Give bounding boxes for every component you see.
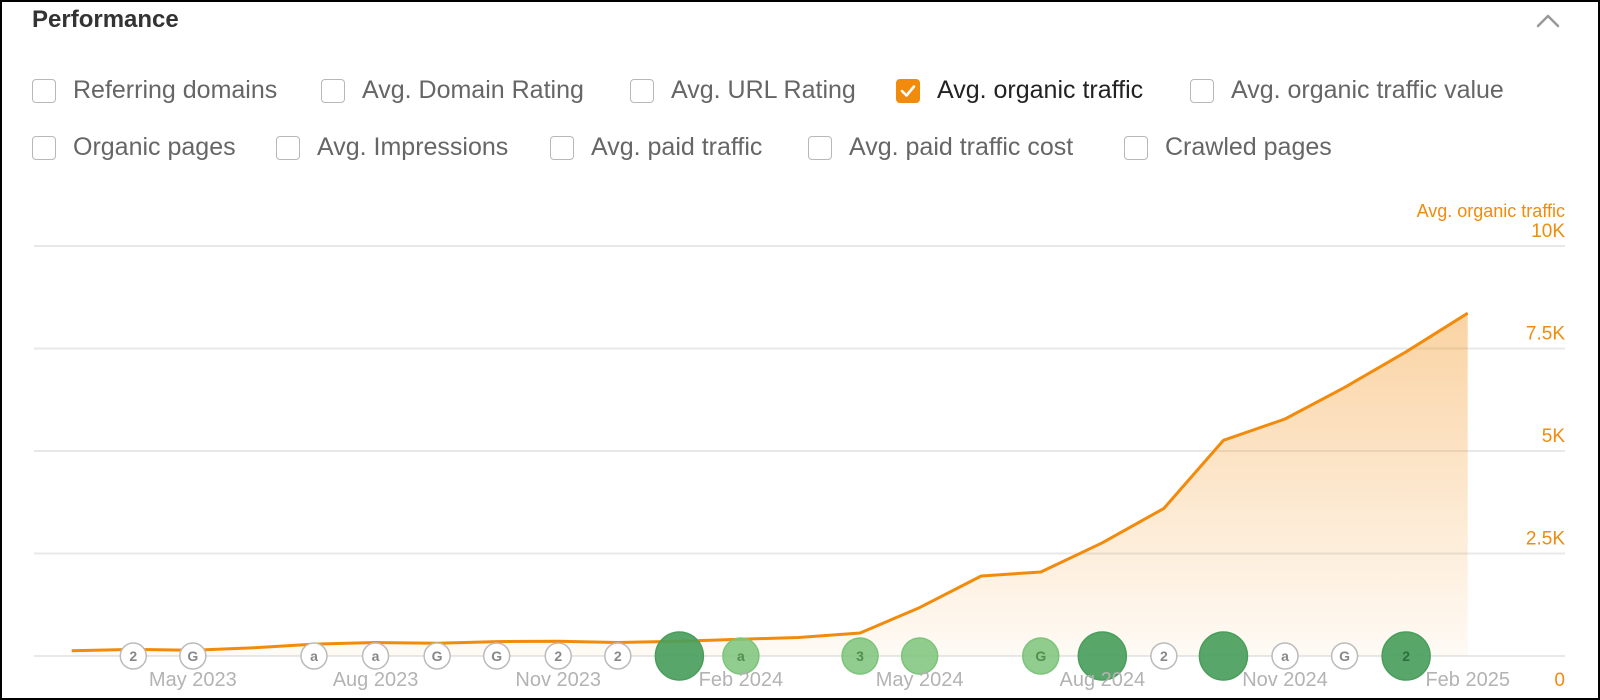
annotation-circle: [654, 631, 705, 681]
annotation-circle: [1271, 642, 1299, 670]
checkmark-icon: [900, 84, 916, 97]
annotation-label: G: [187, 648, 198, 664]
traffic-line: [71, 311, 1469, 653]
annotation-label: 2: [1402, 648, 1410, 664]
y-tick-label: 2.5K: [1526, 529, 1565, 550]
annotation-circle: [1330, 642, 1359, 670]
checkbox[interactable]: [32, 78, 56, 103]
annotation-marker[interactable]: a: [361, 642, 390, 670]
annotation-label: G: [1339, 648, 1350, 664]
annotation-label: a: [737, 648, 745, 664]
annotation-marker[interactable]: G: [482, 642, 511, 670]
checkbox[interactable]: [1124, 135, 1148, 160]
annotation-marker[interactable]: 3: [841, 637, 879, 675]
annotation-label: 2: [1160, 648, 1168, 664]
y-tick-label: 7.5K: [1526, 324, 1565, 345]
x-tick-label: Feb 2025: [1425, 669, 1510, 691]
y-tick-label: 0: [1554, 670, 1565, 691]
x-tick-label: Nov 2024: [1242, 669, 1328, 691]
annotation-label: G: [432, 648, 443, 664]
annotation-circle: [119, 642, 148, 670]
checkbox[interactable]: [630, 78, 654, 103]
metric-avg-url-rating[interactable]: Avg. URL Rating: [630, 76, 856, 105]
annotation-marker[interactable]: G: [1330, 642, 1359, 670]
y-axis-title: Avg. organic traffic: [1417, 201, 1565, 221]
metric-avg-impressions[interactable]: Avg. Impressions: [276, 133, 508, 162]
annotation-marker[interactable]: a: [1271, 642, 1299, 670]
annotation-circle: [544, 642, 572, 670]
annotation-label: G: [1035, 648, 1046, 664]
annotation-circle: [423, 642, 451, 670]
metric-avg-organic-traffic[interactable]: Avg. organic traffic: [896, 76, 1143, 105]
y-tick-label: 5K: [1542, 426, 1566, 447]
checkbox[interactable]: [276, 135, 300, 160]
chevron-up-icon: [1536, 14, 1560, 28]
annotation-marker[interactable]: [900, 637, 939, 675]
x-tick-label: Aug 2024: [1060, 669, 1146, 691]
metric-referring-domains[interactable]: Referring domains: [32, 76, 277, 105]
metric-avg-paid-traffic-cost[interactable]: Avg. paid traffic cost: [808, 133, 1073, 162]
annotation-label: G: [491, 648, 502, 664]
annotation-marker[interactable]: G: [423, 642, 451, 670]
annotation-circle: [482, 642, 511, 670]
annotation-marker[interactable]: a: [722, 637, 760, 675]
x-tick-label: Aug 2023: [333, 669, 419, 691]
metric-avg-domain-rating[interactable]: Avg. Domain Rating: [321, 76, 584, 105]
annotation-circle: [604, 642, 632, 670]
x-tick-label: Nov 2023: [515, 669, 601, 691]
checkbox[interactable]: [808, 135, 832, 160]
metric-crawled-pages[interactable]: Crawled pages: [1124, 133, 1332, 162]
panel-title: Performance: [32, 6, 179, 33]
annotation-marker[interactable]: 2: [1381, 631, 1431, 681]
x-tick-label: May 2023: [149, 669, 237, 691]
annotation-circle: [1077, 631, 1128, 681]
checkbox[interactable]: [32, 135, 56, 160]
annotation-marker[interactable]: 2: [1150, 642, 1178, 670]
annotation-marker[interactable]: [1198, 631, 1249, 681]
annotation-circle: [300, 642, 328, 670]
traffic-area: [71, 313, 1468, 656]
annotation-circle: [1022, 637, 1060, 675]
annotation-marker[interactable]: 2: [604, 642, 632, 670]
annotation-label: a: [372, 648, 380, 664]
y-tick-label: 10K: [1531, 221, 1565, 242]
checkbox[interactable]: [321, 78, 345, 103]
annotation-circle: [179, 642, 207, 670]
metric-organic-pages[interactable]: Organic pages: [32, 133, 236, 162]
annotation-circle: [841, 637, 879, 675]
checkbox-checked[interactable]: [896, 78, 920, 103]
annotation-circle: [900, 637, 939, 675]
annotation-marker[interactable]: [654, 631, 705, 681]
annotation-label: 2: [614, 648, 622, 664]
annotation-label: 2: [129, 648, 137, 664]
annotation-marker[interactable]: G: [1022, 637, 1060, 675]
x-tick-label: Feb 2024: [699, 669, 784, 691]
annotation-circle: [722, 637, 760, 675]
checkbox[interactable]: [1190, 78, 1214, 103]
checkbox[interactable]: [550, 135, 574, 160]
annotation-marker[interactable]: [1077, 631, 1128, 681]
x-axis-ticks: May 2023 Aug 2023 Nov 2023 Feb 2024 May 2024…: [149, 669, 1510, 691]
annotation-label: 3: [856, 648, 864, 664]
annotation-circle: [1150, 642, 1178, 670]
y-axis-ticks: 10K 7.5K 5K 2.5K 0: [1526, 221, 1565, 691]
annotation-label: a: [310, 648, 318, 664]
annotation-marker[interactable]: G: [179, 642, 207, 670]
annotation-circle: [361, 642, 390, 670]
annotation-marker[interactable]: 2: [119, 642, 148, 670]
annotation-marker[interactable]: a: [300, 642, 328, 670]
annotation-marker[interactable]: 2: [544, 642, 572, 670]
collapse-button[interactable]: [1534, 10, 1562, 30]
metric-avg-paid-traffic[interactable]: Avg. paid traffic: [550, 133, 762, 162]
x-tick-label: May 2024: [876, 669, 964, 691]
annotation-circle: [1198, 631, 1249, 681]
metric-avg-organic-traffic-value[interactable]: Avg. organic traffic value: [1190, 76, 1504, 105]
annotation-label: a: [1281, 648, 1289, 664]
annotation-circle: [1381, 631, 1431, 681]
annotation-label: 2: [554, 648, 562, 664]
